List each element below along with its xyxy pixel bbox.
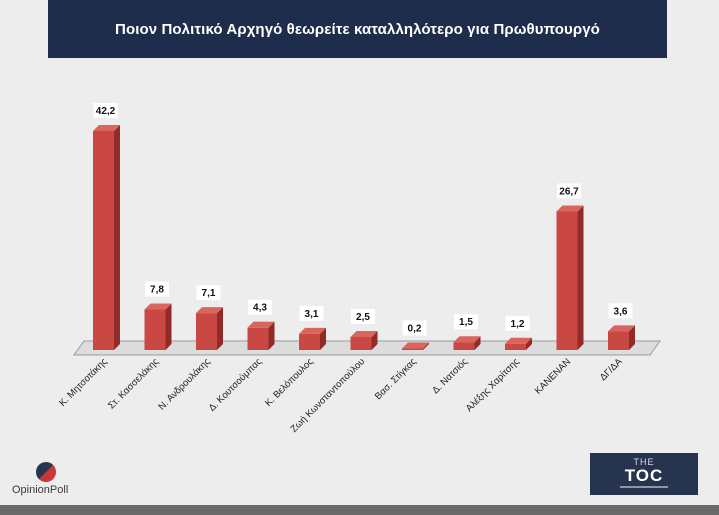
bar-side [629, 325, 635, 350]
bar-top [144, 303, 172, 310]
value-label: 26,7 [559, 186, 579, 197]
bar-side [165, 303, 172, 350]
bar [196, 313, 217, 350]
category-label: Κ. Μητσοτάκης [57, 356, 110, 409]
bar [556, 211, 578, 350]
value-label: 4,3 [253, 303, 267, 314]
opinionpoll-logo-text: OpinionPoll [12, 484, 69, 496]
opinionpoll-logo: OpinionPoll [12, 462, 92, 500]
bar-side [114, 125, 120, 350]
bar-side [320, 327, 326, 350]
value-label: 1,2 [511, 319, 525, 330]
value-label: 0,2 [408, 324, 422, 335]
value-label: 2,5 [356, 312, 370, 323]
bar-top [608, 325, 635, 332]
category-label: Ν. Ανδρουλάκης [156, 356, 212, 412]
value-label-box [93, 103, 118, 118]
value-label-box [557, 183, 581, 199]
bar-side [217, 307, 223, 350]
value-label-box [145, 281, 169, 297]
bar-top [505, 337, 532, 344]
bar [608, 331, 629, 350]
bar [402, 348, 423, 350]
category-label: Δ. Κουτσούμπας [207, 356, 265, 414]
chart-title-banner: Ποιον Πολιτικό Αρχηγό θεωρείτε καταλληλό… [48, 0, 667, 58]
bar-side [423, 342, 429, 350]
bar [350, 337, 372, 350]
bar-top [556, 205, 584, 212]
opinionpoll-logo-icon [36, 462, 56, 482]
value-label-box [608, 303, 633, 319]
value-label: 42,2 [96, 106, 116, 117]
bar-top [453, 336, 481, 343]
value-label-box [454, 314, 478, 330]
thetoc-logo-toc: TOC [624, 466, 664, 485]
bar-top [196, 307, 223, 314]
category-label: ΔΓ/ΔΑ [598, 356, 625, 383]
value-label: 3,1 [305, 309, 319, 320]
value-label-box [299, 305, 324, 321]
bar [299, 333, 320, 350]
bar-side [474, 336, 481, 350]
value-label-box [351, 309, 375, 325]
value-label-box [402, 320, 427, 336]
value-label-box [505, 315, 530, 331]
value-label: 7,1 [202, 288, 216, 299]
bar-side [268, 321, 275, 350]
bar-top [247, 321, 275, 328]
bar-side [526, 337, 532, 350]
bar-side [577, 205, 584, 350]
thetoc-logo-the: THE [633, 457, 655, 467]
bar [247, 327, 269, 350]
bar [93, 131, 114, 350]
bar-top [350, 331, 378, 338]
category-label: Αλέξης Χαρίτσης [464, 356, 522, 414]
bar-top [299, 327, 326, 334]
bar [144, 309, 166, 350]
category-label: ΚΑΝΕΝΑΝ [533, 356, 573, 396]
bar [505, 343, 526, 350]
thetoc-logo-underline [620, 486, 668, 488]
value-label-box [248, 299, 272, 315]
value-label-box [196, 285, 221, 301]
value-label: 1,5 [459, 317, 473, 328]
value-label: 3,6 [614, 306, 628, 317]
category-label: Κ. Βελόπουλος [263, 356, 316, 409]
bar-top [402, 342, 429, 349]
category-label: Βασ. Στίγκας [373, 356, 419, 402]
thetoc-logo: THE TOC [590, 453, 698, 495]
bar-top [93, 125, 120, 131]
bar-side [371, 331, 378, 350]
value-label: 7,8 [150, 285, 164, 296]
category-label: Στ. Κασσελάκης [106, 356, 161, 411]
bottom-strip [0, 505, 719, 515]
chart-title: Ποιον Πολιτικό Αρχηγό θεωρείτε καταλληλό… [115, 20, 600, 38]
category-label: Δ. Νατσιός [430, 356, 470, 396]
bar [453, 342, 475, 350]
